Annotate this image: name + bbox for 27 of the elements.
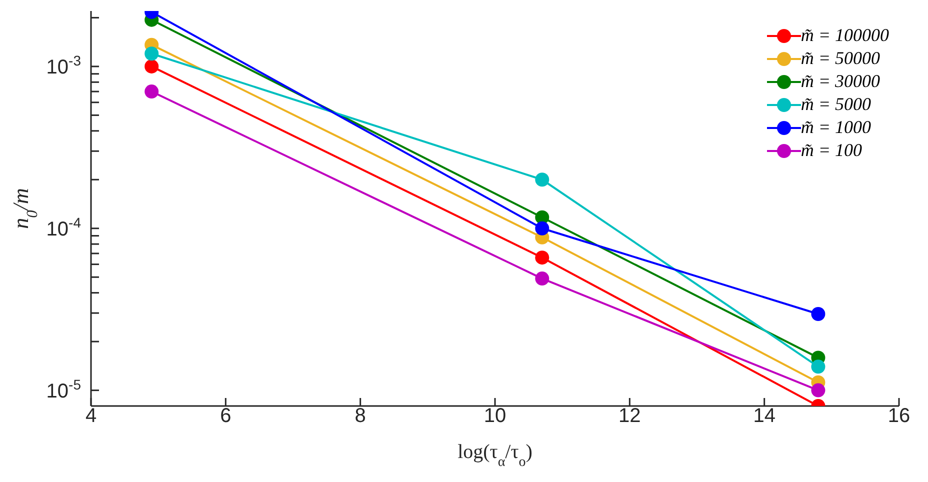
x-tick-label: 16 bbox=[888, 405, 910, 427]
legend-label: m̃ = 1000 bbox=[800, 117, 871, 138]
x-tick-label: 12 bbox=[618, 405, 641, 427]
point bbox=[144, 59, 159, 74]
legend-label: m̃ = 100000 bbox=[800, 25, 889, 46]
legend-label: m̃ = 5000 bbox=[800, 94, 871, 115]
x-tick-label: 4 bbox=[85, 405, 97, 427]
y-tick-label: 10$^{-3}$ bbox=[46, 52, 82, 78]
point bbox=[144, 84, 159, 99]
legend-label: m̃ = 50000 bbox=[800, 48, 880, 69]
legend-label: m̃ = 100 bbox=[800, 140, 862, 161]
point bbox=[811, 306, 826, 321]
legend-label: m̃ = 30000 bbox=[800, 71, 880, 92]
x-tick-label: 10 bbox=[484, 405, 506, 427]
point bbox=[535, 221, 550, 236]
point bbox=[811, 360, 826, 374]
point bbox=[811, 383, 826, 398]
point bbox=[535, 172, 550, 187]
x-tick-label: 8 bbox=[354, 405, 366, 427]
x-axis-title: log(τ$_{α}$/τ$_{o}$) bbox=[458, 441, 532, 470]
y-tick-label: 10$^{-4}$ bbox=[46, 214, 82, 240]
point bbox=[144, 46, 159, 61]
point bbox=[535, 250, 550, 265]
y-tick-label: 10$^{-5}$ bbox=[46, 376, 82, 402]
point bbox=[535, 272, 550, 286]
x-tick-label: 6 bbox=[220, 405, 232, 427]
x-tick-label: 14 bbox=[753, 405, 776, 427]
